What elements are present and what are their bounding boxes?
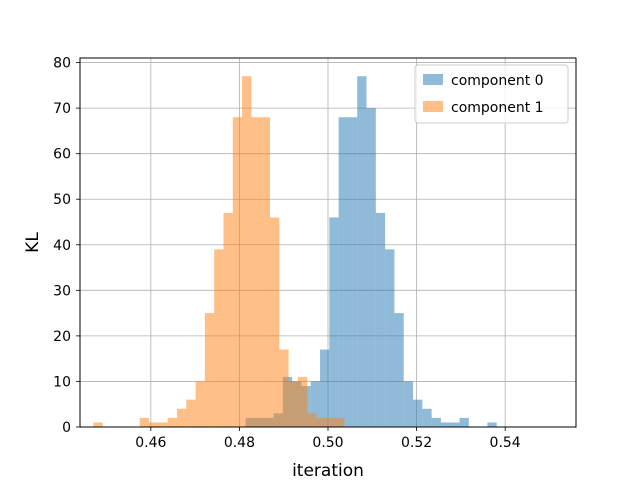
x-tick-label: 0.54 (490, 435, 521, 451)
histogram-bar-series-0 (394, 313, 404, 427)
legend-swatch (423, 74, 443, 85)
legend: component 0 component 1 (414, 64, 569, 124)
legend-label: component 0 (451, 73, 544, 89)
y-tick-label: 40 (53, 238, 71, 254)
histogram-bar-series-1 (167, 417, 177, 427)
histogram-bar-series-0 (431, 417, 441, 427)
legend-swatch (423, 101, 443, 112)
histogram-bar-series-1 (325, 417, 336, 427)
histogram-bar-series-1 (195, 381, 205, 427)
histogram-bar-series-1 (297, 376, 308, 427)
histogram-bar-series-1 (186, 399, 196, 427)
y-tick-label: 70 (53, 101, 71, 117)
histogram-bar-series-1 (214, 249, 224, 427)
histogram-bar-series-1 (232, 117, 243, 427)
histogram-bar-series-1 (204, 313, 215, 427)
histogram-bar-series-0 (459, 417, 469, 427)
histogram-bar-series-1 (158, 422, 168, 427)
y-axis-ticks: 0 10 20 30 40 50 60 70 80 (53, 56, 80, 436)
histogram-bar-series-1 (307, 413, 317, 427)
x-tick-label: 0.48 (224, 435, 255, 451)
histogram-bars (93, 76, 497, 427)
histogram-bar-series-0 (487, 422, 497, 427)
x-tick-label: 0.46 (135, 435, 166, 451)
histogram-bar-series-0 (385, 249, 395, 427)
histogram-bar-series-0 (347, 117, 358, 427)
histogram-bar-series-0 (375, 212, 386, 427)
y-tick-label: 60 (53, 147, 71, 163)
histogram-bar-series-0 (357, 76, 367, 427)
histogram-bar-series-1 (223, 212, 233, 427)
histogram-bar-series-1 (176, 408, 187, 427)
y-tick-label: 0 (62, 420, 71, 436)
histogram-bar-series-0 (310, 381, 321, 427)
x-axis-label: iteration (292, 461, 364, 480)
x-tick-label: 0.50 (312, 435, 343, 451)
histogram-bar-series-1 (335, 417, 345, 427)
histogram-bar-series-0 (413, 399, 423, 427)
y-tick-label: 80 (53, 56, 71, 72)
histogram-bar-series-1 (149, 422, 159, 427)
histogram-bar-series-0 (329, 217, 339, 427)
histogram-bar-series-0 (338, 117, 348, 427)
histogram-bar-series-0 (320, 349, 330, 427)
histogram-bar-series-0 (440, 422, 451, 427)
y-axis-label: KL (23, 232, 43, 253)
histogram-bar-series-0 (366, 108, 376, 427)
y-tick-label: 30 (53, 283, 71, 299)
histogram-bar-series-1 (251, 117, 261, 427)
x-tick-label: 0.52 (401, 435, 432, 451)
legend-label: component 1 (451, 100, 544, 116)
histogram-bar-series-1 (260, 117, 270, 427)
histogram-bar-series-1 (242, 76, 252, 427)
histogram-bar-series-1 (139, 417, 150, 427)
histogram-bar-series-0 (403, 381, 414, 427)
histogram-bar-series-1 (279, 349, 289, 427)
histogram-bar-series-0 (450, 422, 460, 427)
y-tick-label: 50 (53, 192, 71, 208)
legend-box (414, 64, 569, 124)
x-axis-ticks: 0.46 0.48 0.50 0.52 0.54 (135, 427, 521, 451)
histogram-bar-series-1 (288, 381, 298, 427)
y-tick-label: 20 (53, 329, 71, 345)
histogram-bar-series-0 (422, 408, 432, 427)
histogram-bar-series-1 (269, 217, 280, 427)
histogram-bar-series-1 (316, 417, 326, 427)
histogram-bar-series-1 (93, 422, 103, 427)
y-tick-label: 10 (53, 374, 71, 390)
